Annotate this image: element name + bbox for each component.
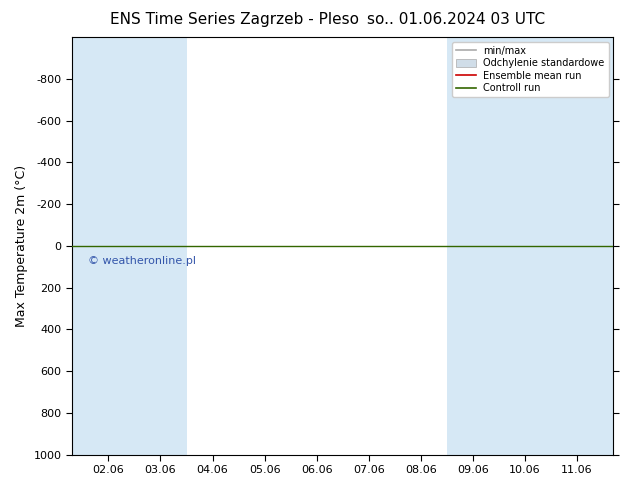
Text: so.. 01.06.2024 03 UTC: so.. 01.06.2024 03 UTC: [368, 12, 545, 27]
Text: ENS Time Series Zagrzeb - Pleso: ENS Time Series Zagrzeb - Pleso: [110, 12, 359, 27]
Bar: [447, 37, 499, 455]
Y-axis label: Max Temperature 2m (°C): Max Temperature 2m (°C): [15, 165, 28, 327]
Bar: [134, 37, 186, 455]
Legend: min/max, Odchylenie standardowe, Ensemble mean run, Controll run: min/max, Odchylenie standardowe, Ensembl…: [452, 42, 609, 97]
Bar: [72, 37, 134, 455]
Bar: [499, 37, 551, 455]
Text: © weatheronline.pl: © weatheronline.pl: [87, 256, 196, 266]
Bar: [551, 37, 614, 455]
